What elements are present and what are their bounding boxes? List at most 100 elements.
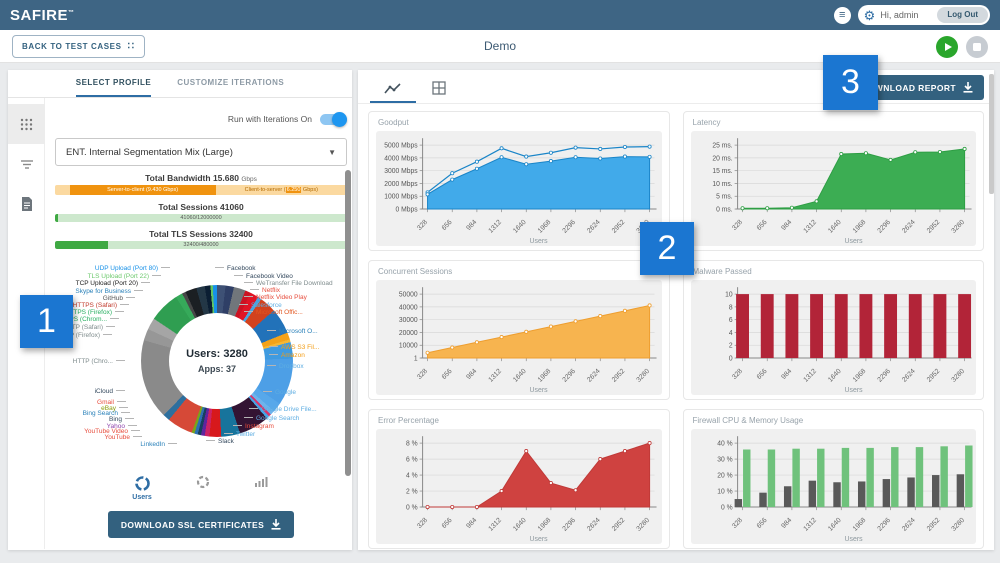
test-cases-grid-icon: ∷ [127, 40, 135, 52]
svg-text:1968: 1968 [851, 517, 867, 533]
sessions-view-icon[interactable] [196, 475, 210, 489]
svg-text:Users: Users [530, 387, 549, 394]
svg-text:2296: 2296 [876, 368, 892, 384]
svg-text:1640: 1640 [827, 219, 843, 235]
svg-text:1640: 1640 [827, 517, 843, 533]
filter-icon[interactable] [8, 144, 45, 184]
stop-test-button[interactable] [966, 36, 988, 58]
tab-table-view[interactable] [416, 81, 462, 103]
donut-label: Facebook [215, 265, 256, 272]
back-to-test-cases-button[interactable]: BACK TO TEST CASES ∷ [12, 34, 145, 58]
donut-label: Microsoft O... [267, 328, 318, 335]
chart-plot: 0 2 4 6 8 10 328 656 984 1312 1640 1968 2296 2624 2952… [690, 280, 976, 395]
svg-text:656: 656 [441, 368, 454, 381]
svg-text:2 %: 2 % [406, 488, 418, 495]
stop-icon [973, 43, 981, 51]
svg-text:1: 1 [414, 355, 418, 362]
svg-text:3280: 3280 [950, 219, 966, 235]
logout-button[interactable]: Log Out [937, 7, 988, 23]
right-panel-scrollbar[interactable] [989, 74, 994, 194]
svg-text:20 %: 20 % [717, 472, 732, 479]
download-icon [271, 519, 281, 530]
play-icon [944, 43, 952, 51]
profile-content: Run with Iterations On ENT. Internal Seg… [45, 98, 361, 549]
svg-text:0 ms.: 0 ms. [716, 206, 733, 213]
bandwidth-bar: Server-to-client (9.430 Gbps) Client-to-… [55, 185, 347, 195]
donut-label: LinkedIn [140, 441, 177, 448]
chart-title: Latency [692, 118, 721, 127]
donut-label: GitHub [103, 295, 135, 302]
svg-text:2952: 2952 [925, 368, 941, 384]
donut-label: Netflix Video Play [244, 294, 307, 301]
donut-label: HTTP (Chro... [73, 358, 125, 365]
svg-text:2624: 2624 [586, 368, 602, 384]
callout-1: 1 [20, 295, 73, 348]
donut-label: Gmail [97, 399, 126, 406]
svg-text:1640: 1640 [512, 219, 528, 235]
donut-label: TLS Upload (Port 22) [88, 273, 161, 280]
menu-icon[interactable]: ≡ [833, 6, 851, 24]
tab-charts-view[interactable] [370, 83, 416, 103]
donut-label: Instagram [233, 423, 274, 430]
svg-text:984: 984 [780, 219, 793, 232]
chart-card-firewall-cpu-memory-usage: Firewall CPU & Memory Usage 0 % 10 % 20 % 30… [682, 409, 984, 549]
donut-label: AWS S3 Fil... [269, 344, 319, 351]
donut-label: Amazon [269, 352, 305, 359]
callout-2: 2 [640, 222, 694, 275]
svg-text:6: 6 [728, 317, 732, 324]
profile-select[interactable]: ENT. Internal Segmentation Mix (Large) ▼ [55, 138, 347, 166]
svg-text:984: 984 [465, 368, 478, 381]
donut-label: Slack [206, 438, 234, 445]
svg-text:30000: 30000 [399, 317, 418, 324]
donut-label: UDP Upload (Port 80) [95, 265, 170, 272]
tab-customize-iterations[interactable]: CUSTOMIZE ITERATIONS [177, 78, 285, 87]
user-menu: ⚙ Hi, admin Log Out [857, 5, 990, 25]
donut-label: Dropbox [267, 363, 304, 370]
donut-label: HTTPS (Safari) [73, 302, 129, 309]
svg-text:2296: 2296 [876, 517, 892, 533]
iterations-toggle[interactable] [320, 111, 347, 127]
left-panel-scrollbar[interactable] [345, 170, 351, 476]
donut-label: Google [263, 389, 296, 396]
results-panel: DOWNLOAD REPORT Goodput 0 Mbps 1000 Mbps 20… [358, 70, 994, 550]
profile-panel-tabs: SELECT PROFILE CUSTOMIZE ITERATIONS [8, 70, 352, 98]
svg-text:328: 328 [416, 368, 429, 381]
svg-text:15 ms.: 15 ms. [712, 168, 732, 175]
svg-text:8 %: 8 % [406, 440, 418, 447]
donut-center: Users: 3280 Apps: 37 [169, 313, 265, 409]
svg-text:328: 328 [731, 368, 744, 381]
svg-text:328: 328 [416, 219, 429, 232]
svg-text:328: 328 [731, 219, 744, 232]
svg-text:984: 984 [465, 219, 478, 232]
document-icon[interactable] [8, 184, 45, 224]
users-view-icon[interactable]: Users [132, 475, 152, 501]
bandwidth-view-icon[interactable] [254, 475, 270, 489]
donut-label: WeTransfer File Download [244, 280, 333, 287]
grid-view-icon[interactable] [8, 104, 45, 144]
svg-text:40 %: 40 % [717, 440, 732, 447]
chart-plot: 0 ms. 5 ms. 10 ms. 15 ms. 20 ms. 25 ms. 328 656… [690, 131, 976, 246]
svg-text:2296: 2296 [876, 219, 892, 235]
donut-label: iCloud [95, 388, 125, 395]
gear-icon[interactable]: ⚙ [863, 7, 876, 23]
download-ssl-certificates-button[interactable]: DOWNLOAD SSL CERTIFICATES [107, 511, 295, 538]
svg-text:1968: 1968 [537, 517, 553, 533]
svg-text:2952: 2952 [925, 219, 941, 235]
svg-text:1000 Mbps: 1000 Mbps [384, 194, 418, 201]
donut-view-switcher: Users [55, 475, 347, 509]
chart-card-error-percentage: Error Percentage 0 % 2 % 4 % 6 % 8 % 328 656 984… [368, 409, 670, 549]
header-bar: Demo BACK TO TEST CASES ∷ [0, 30, 1000, 63]
svg-text:656: 656 [755, 517, 768, 530]
tab-select-profile[interactable]: SELECT PROFILE [75, 70, 152, 97]
svg-text:Users: Users [844, 536, 863, 543]
brand-logo: SAFIRE™ [10, 6, 75, 24]
svg-text:8: 8 [728, 304, 732, 311]
svg-text:656: 656 [755, 368, 768, 381]
svg-text:2: 2 [728, 343, 732, 350]
donut-users-count: Users: 3280 [186, 348, 248, 360]
run-test-button[interactable] [936, 36, 958, 58]
donut-label: HTTPS (Firefox) [65, 309, 124, 316]
svg-text:Users: Users [530, 536, 549, 543]
svg-text:3280: 3280 [950, 517, 966, 533]
svg-text:1968: 1968 [851, 219, 867, 235]
